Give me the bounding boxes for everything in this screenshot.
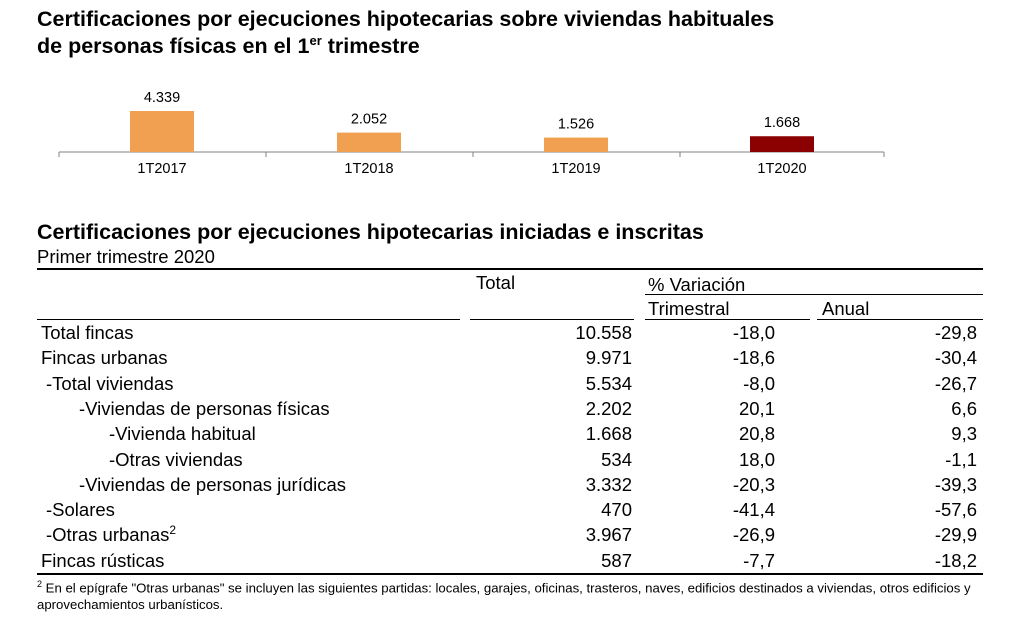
header-bottom-rule bbox=[817, 319, 983, 320]
row-label: Total fincas bbox=[41, 320, 134, 345]
quarterly-cell: -41,4 bbox=[732, 499, 775, 521]
header-total: Total bbox=[476, 272, 516, 293]
chart-title-line1: Certificaciones por ejecuciones hipoteca… bbox=[37, 7, 775, 31]
row-label-text: -Solares bbox=[46, 499, 115, 521]
table-row: Total fincas 10.558 -18,0 -29,8 bbox=[37, 320, 983, 345]
header-bottom-rule bbox=[470, 319, 634, 320]
total-cell: 10.558 bbox=[575, 322, 632, 343]
bar-1T2017 bbox=[130, 111, 194, 152]
bar-1T2018 bbox=[337, 132, 401, 152]
annual-cell: -57,6 bbox=[934, 499, 977, 521]
annual-cell: -18,2 bbox=[934, 549, 977, 571]
row-label-text: -Viviendas de personas jurídicas bbox=[79, 473, 347, 495]
header-bottom-rule bbox=[37, 319, 460, 320]
row-label: -Otras urbanas2 bbox=[46, 522, 176, 547]
x-tick-label: 1T2018 bbox=[344, 161, 393, 177]
row-label: Fincas rústicas bbox=[41, 548, 164, 573]
x-tick-label: 1T2020 bbox=[757, 161, 806, 177]
table-row: Fincas urbanas 9.971 -18,6 -30,4 bbox=[37, 345, 983, 370]
row-label-text: Fincas urbanas bbox=[41, 347, 168, 369]
row-label: Fincas urbanas bbox=[41, 345, 167, 370]
header-quarterly: Trimestral bbox=[648, 298, 730, 319]
quarterly-cell: 20,1 bbox=[738, 397, 775, 419]
total-cell: 2.202 bbox=[585, 397, 632, 419]
table-row: -Otras viviendas 534 18,0 -1,1 bbox=[37, 447, 983, 472]
row-label-text: -Total viviendas bbox=[46, 372, 174, 394]
header-bottom-rule bbox=[645, 319, 810, 320]
table-row: -Otras urbanas2 3.967 -26,9 -29,9 bbox=[37, 522, 983, 547]
table-row: -Solares 470 -41,4 -57,6 bbox=[37, 497, 983, 522]
total-cell: 534 bbox=[601, 448, 632, 470]
row-label: -Viviendas de personas físicas bbox=[79, 396, 330, 421]
total-cell: 470 bbox=[601, 499, 632, 521]
annual-cell: 6,6 bbox=[951, 397, 977, 419]
row-label: -Viviendas de personas jurídicas bbox=[79, 472, 346, 497]
header-variation: % Variación bbox=[648, 274, 746, 295]
quarterly-cell: -18,0 bbox=[732, 322, 775, 343]
quarterly-cell: -7,7 bbox=[743, 549, 775, 571]
bar-chart: 4.339 1T2017 2.052 1T2018 1.526 1T2019 1.668 1T… bbox=[58, 90, 885, 177]
row-label: -Solares bbox=[46, 497, 115, 522]
total-cell: 587 bbox=[601, 549, 632, 571]
row-label-text: -Otras urbanas bbox=[46, 524, 170, 546]
quarterly-cell: -18,6 bbox=[732, 347, 775, 369]
table-title: Certificaciones por ejecuciones hipoteca… bbox=[37, 220, 704, 244]
bar-value-label: 4.339 bbox=[144, 90, 180, 106]
table-row: -Viviendas de personas físicas 2.202 20,1 6… bbox=[37, 396, 983, 421]
bar-value-label: 2.052 bbox=[351, 112, 387, 128]
row-label-superscript: 2 bbox=[169, 523, 177, 538]
bar-1T2019 bbox=[544, 137, 608, 152]
quarterly-cell: -26,9 bbox=[732, 524, 775, 546]
chart-title-line2: de personas físicas en el 1 bbox=[37, 34, 310, 58]
total-cell: 3.967 bbox=[585, 524, 632, 546]
row-label-text: -Vivienda habitual bbox=[109, 423, 256, 445]
header-annual: Anual bbox=[822, 298, 870, 319]
chart-title-line2-suffix: trimestre bbox=[321, 34, 420, 58]
annual-cell: -29,9 bbox=[934, 524, 977, 546]
row-label: -Vivienda habitual bbox=[109, 421, 256, 446]
row-label: -Otras viviendas bbox=[109, 447, 243, 472]
total-cell: 9.971 bbox=[585, 347, 632, 369]
row-label: -Total viviendas bbox=[46, 371, 174, 396]
row-label-text: -Otras viviendas bbox=[109, 448, 243, 470]
table-row: -Vivienda habitual 1.668 20,8 9,3 bbox=[37, 421, 983, 446]
annual-cell: -39,3 bbox=[934, 473, 977, 495]
annual-cell: -26,7 bbox=[934, 372, 977, 394]
x-tick-label: 1T2019 bbox=[551, 161, 600, 177]
table-top-rule bbox=[37, 268, 983, 270]
table-row: Fincas rústicas 587 -7,7 -18,2 bbox=[37, 548, 983, 573]
chart-title: Certificaciones por ejecuciones hipoteca… bbox=[37, 6, 997, 60]
total-cell: 3.332 bbox=[585, 473, 632, 495]
row-label-text: Fincas rústicas bbox=[41, 549, 165, 571]
annual-cell: 9,3 bbox=[951, 423, 977, 445]
annual-cell: -1,1 bbox=[945, 448, 977, 470]
footnote-text: En el epígrafe "Otras urbanas" se incluy… bbox=[37, 580, 971, 613]
table-row: -Viviendas de personas jurídicas 3.332 -20… bbox=[37, 472, 983, 497]
variation-rule bbox=[645, 294, 983, 295]
bar-1T2020 bbox=[750, 136, 814, 152]
row-label-text: Total fincas bbox=[41, 322, 134, 343]
quarterly-cell: 18,0 bbox=[738, 448, 775, 470]
footnote: 2 En el epígrafe "Otras urbanas" se incl… bbox=[37, 576, 997, 613]
bar-value-label: 1.526 bbox=[558, 117, 594, 133]
bar-value-label: 1.668 bbox=[764, 115, 800, 131]
table-period: Primer trimestre 2020 bbox=[37, 246, 215, 267]
chart-title-superscript: er bbox=[309, 32, 322, 48]
data-table: Total % Variación Trimestral Anual Total… bbox=[37, 268, 983, 576]
table-bottom-rule bbox=[37, 573, 983, 575]
quarterly-cell: -20,3 bbox=[732, 473, 775, 495]
total-cell: 5.534 bbox=[585, 372, 632, 394]
table-row: -Total viviendas 5.534 -8,0 -26,7 bbox=[37, 371, 983, 396]
x-tick-label: 1T2017 bbox=[137, 161, 186, 177]
quarterly-cell: 20,8 bbox=[738, 423, 775, 445]
total-cell: 1.668 bbox=[585, 423, 632, 445]
quarterly-cell: -8,0 bbox=[743, 372, 775, 394]
footnote-marker: 2 bbox=[37, 579, 43, 589]
row-label-text: -Viviendas de personas físicas bbox=[79, 397, 330, 419]
annual-cell: -30,4 bbox=[934, 347, 977, 369]
annual-cell: -29,8 bbox=[934, 322, 977, 343]
